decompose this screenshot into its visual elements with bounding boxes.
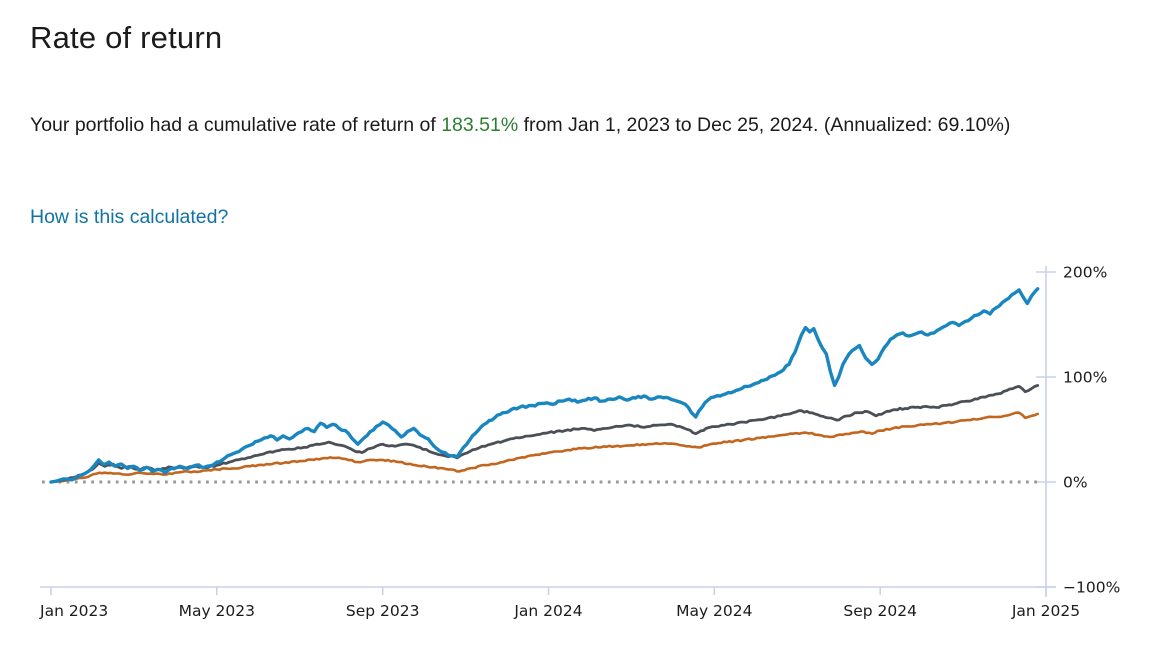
series-line-portfolio <box>49 287 1040 484</box>
x-axis-label: May 2024 <box>676 602 752 620</box>
summary-text: Your portfolio had a cumulative rate of … <box>30 106 1046 144</box>
summary-before: Your portfolio had a cumulative rate of … <box>30 114 442 136</box>
x-axis-label: Jan 2025 <box>1011 602 1080 620</box>
y-axis-label: 200% <box>1063 264 1107 282</box>
page-title: Rate of return <box>30 20 223 55</box>
how-calculated-link[interactable]: How is this calculated? <box>30 206 229 228</box>
series-line-comparison-orange <box>49 411 1039 484</box>
cumulative-return-value: 183.51% <box>441 114 519 136</box>
x-axis-label: Sep 2023 <box>346 602 420 620</box>
axis-ticks <box>50 271 1056 595</box>
x-axis-label: Jan 2024 <box>513 602 582 620</box>
y-axis-label: 0% <box>1063 474 1088 492</box>
axis-lines <box>40 266 1056 597</box>
series-line-comparison-gray <box>49 383 1040 484</box>
y-axis-label: −100% <box>1063 579 1120 597</box>
x-axis-label: Sep 2024 <box>843 602 917 620</box>
x-axis-label: May 2023 <box>179 602 255 620</box>
summary-after: from Jan 1, 2023 to Dec 25, 2024. (Annua… <box>518 114 1011 136</box>
x-axis-label: Jan 2023 <box>39 602 108 620</box>
y-axis-label: 100% <box>1063 369 1107 387</box>
